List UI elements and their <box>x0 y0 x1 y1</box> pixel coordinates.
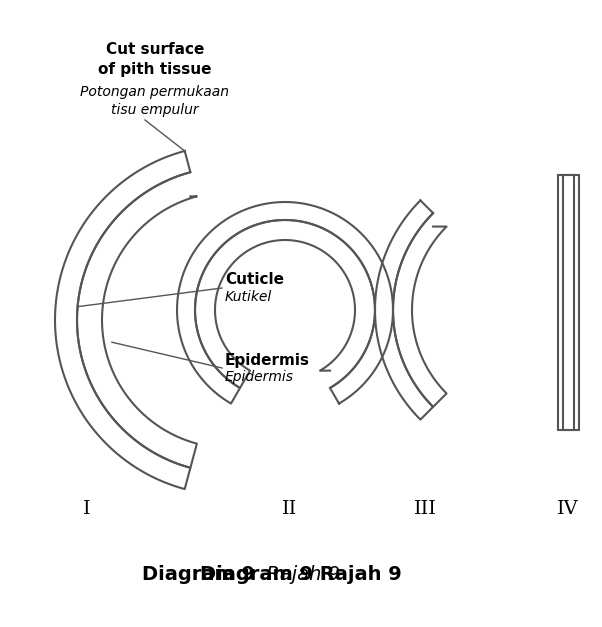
FancyBboxPatch shape <box>563 175 574 430</box>
Polygon shape <box>393 213 447 407</box>
Text: Cuticle: Cuticle <box>225 273 284 288</box>
Text: Rajah 9: Rajah 9 <box>260 566 340 584</box>
FancyBboxPatch shape <box>558 175 579 430</box>
Polygon shape <box>77 172 197 468</box>
Text: of pith tissue: of pith tissue <box>98 62 212 77</box>
Polygon shape <box>177 202 393 404</box>
Polygon shape <box>195 220 375 388</box>
Text: Potongan permukaan: Potongan permukaan <box>81 85 229 99</box>
Text: Diagram 9 Rajah 9: Diagram 9 Rajah 9 <box>200 566 402 584</box>
Text: tisu empulur: tisu empulur <box>111 103 199 117</box>
Text: I: I <box>83 500 91 518</box>
Polygon shape <box>375 201 433 419</box>
Text: Kutikel: Kutikel <box>225 290 272 304</box>
Text: Epidermis: Epidermis <box>225 352 310 367</box>
Text: II: II <box>282 500 297 518</box>
Text: Cut surface: Cut surface <box>106 42 204 57</box>
Polygon shape <box>55 151 190 489</box>
Text: III: III <box>414 500 436 518</box>
Text: Diagram 9: Diagram 9 <box>142 566 255 584</box>
Text: Epidermis: Epidermis <box>225 370 294 384</box>
Text: IV: IV <box>557 500 579 518</box>
